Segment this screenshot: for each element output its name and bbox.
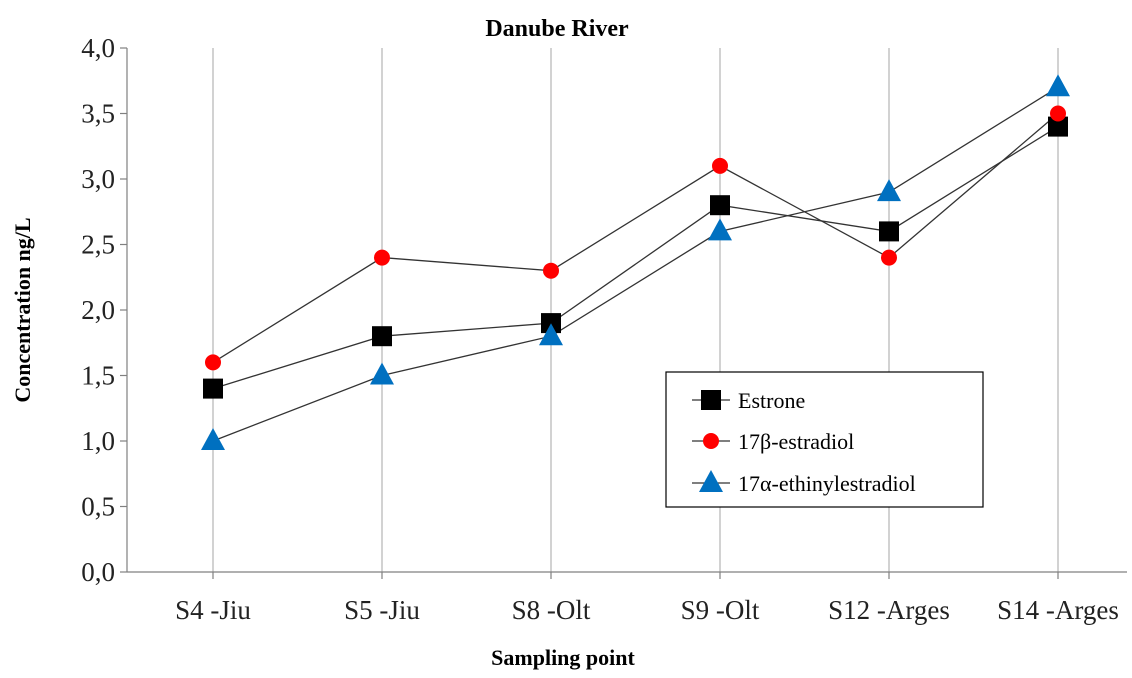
y-tick-label: 4,0 <box>81 33 115 63</box>
y-tick-label: 2,5 <box>81 230 115 260</box>
y-tick-label: 2,0 <box>81 295 115 325</box>
data-point-2-5 <box>1046 74 1070 97</box>
data-point-0-2 <box>541 313 561 334</box>
legend-label: 17α-ethinylestradiol <box>738 471 916 496</box>
x-tick-label: S9 -Olt <box>681 595 760 625</box>
data-point-1-3 <box>712 157 728 174</box>
data-point-0-0 <box>203 378 223 399</box>
data-point-1-4 <box>881 249 897 266</box>
series-lines <box>212 86 1059 442</box>
data-point-0-4 <box>879 221 899 242</box>
y-tick-labels: 0,0 0,5 1,0 1,5 2,0 2,5 3,0 3,5 4,0 <box>81 33 115 587</box>
series-markers <box>201 74 1070 450</box>
legend-item-0: Estrone <box>692 388 805 413</box>
data-point-0-1 <box>372 326 392 347</box>
y-axis-title: Concentration ng/L <box>10 217 35 402</box>
y-tick-label: 0,5 <box>81 492 115 522</box>
data-point-1-5 <box>1050 105 1066 122</box>
data-point-2-0 <box>201 428 225 450</box>
series <box>201 74 1070 450</box>
data-point-1-0 <box>205 354 221 371</box>
y-tick-label: 1,5 <box>81 361 115 391</box>
data-point-2-1 <box>370 362 394 385</box>
data-point-0-5 <box>1048 116 1068 137</box>
data-point-2-4 <box>877 179 901 202</box>
legend-marker <box>703 433 719 449</box>
chart-title: Danube River <box>485 16 629 42</box>
legend-marker <box>701 390 721 410</box>
x-tick-label: S12 -Arges <box>828 595 950 625</box>
y-tick-label: 3,5 <box>81 99 115 129</box>
data-point-1-2 <box>543 262 559 279</box>
data-point-1-1 <box>374 249 390 266</box>
data-point-2-3 <box>708 218 732 241</box>
series-line-1 <box>212 113 1059 363</box>
series-line-0 <box>212 126 1059 390</box>
legend: Estrone 17β-estradiol 17α-ethinylestradiol <box>665 371 984 508</box>
x-axis-title: Sampling point <box>491 645 635 670</box>
x-tick-labels: S4 -Jiu S5 -Jiu S8 -Olt S9 -Olt S12 -Arges S1… <box>175 595 1119 625</box>
legend-item-1: 17β-estradiol <box>692 429 854 454</box>
legend-marker <box>699 470 723 492</box>
axes <box>120 47 1127 579</box>
y-tick-label: 3,0 <box>81 164 115 194</box>
x-tick-label: S4 -Jiu <box>175 595 251 625</box>
data-point-2-2 <box>539 323 563 346</box>
legend-items: Estrone 17β-estradiol 17α-ethinylestradiol <box>692 388 916 496</box>
legend-item-2: 17α-ethinylestradiol <box>692 470 916 496</box>
x-tick-label: S5 -Jiu <box>344 595 420 625</box>
legend-label: 17β-estradiol <box>738 429 854 454</box>
y-tick-label: 1,0 <box>81 426 115 456</box>
y-tick-label: 0,0 <box>81 557 115 587</box>
data-point-0-3 <box>710 195 730 216</box>
legend-label: Estrone <box>738 388 805 413</box>
x-tick-label: S8 -Olt <box>512 595 591 625</box>
series-line-2 <box>212 86 1059 442</box>
x-tick-label: S14 -Arges <box>997 595 1119 625</box>
